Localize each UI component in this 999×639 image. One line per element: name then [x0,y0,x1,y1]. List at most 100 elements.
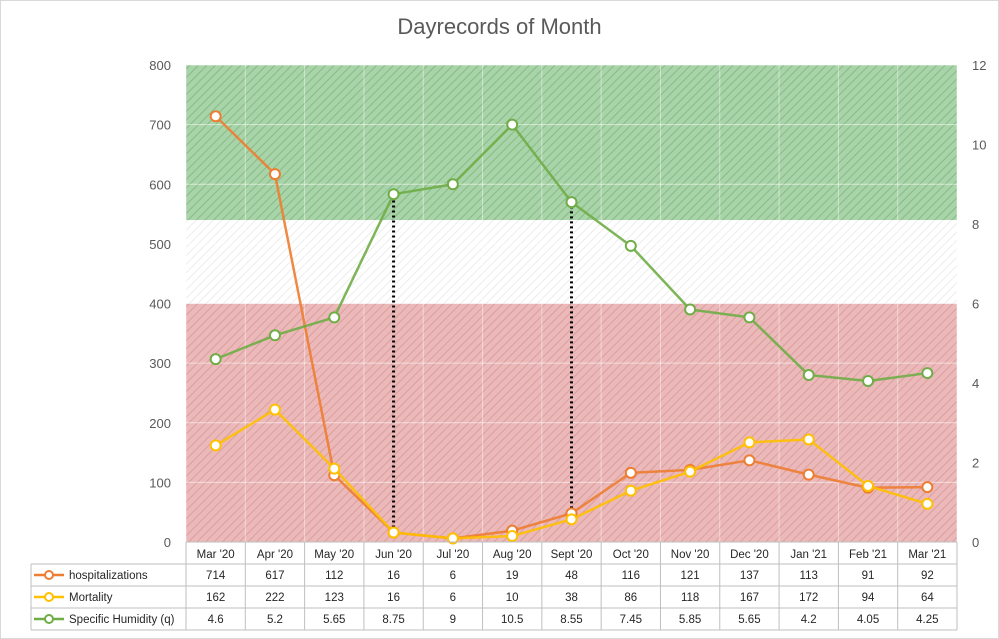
table-cell-1-12: 64 [921,592,934,604]
series-point-2-9 [743,311,756,324]
y-left-tick-label: 700 [149,118,171,133]
y-right-tick-label: 12 [972,58,986,73]
table-cell-2-9: 5.65 [738,614,760,626]
table-cell-1-6: 38 [565,592,578,604]
series-point-2-11 [862,375,875,388]
x-tick-label: Oct '20 [613,549,649,561]
y-axis-left: 0 100 200 300 400 500 600 700 800 [149,58,171,550]
series-point-2-5 [506,118,519,131]
y-left-tick-label: 500 [149,237,171,252]
series-point-2-0 [209,353,222,366]
legend-marker-2 [44,614,54,624]
series-point-2-6 [565,196,578,209]
y-right-tick-label: 0 [972,535,979,550]
series-lines [209,110,934,545]
series-point-1-4 [446,532,459,545]
table-cell-1-2: 123 [325,592,344,604]
x-tick-label: Sept '20 [551,549,593,561]
series-point-1-7 [624,484,637,497]
y-right-tick-label: 2 [972,456,979,471]
table-cell-0-0: 714 [206,570,226,582]
series-point-0-12 [921,481,934,494]
series-point-2-2 [328,311,341,324]
series-point-1-1 [268,403,281,416]
x-tick-label: Jan '21 [790,549,827,561]
table-cell-0-6: 48 [565,570,578,582]
y-left-tick-label: 400 [149,297,171,312]
table-cell-1-9: 167 [740,592,759,604]
series-point-2-3 [387,188,400,201]
table-cell-1-5: 10 [506,592,519,604]
table-cell-1-7: 86 [624,592,637,604]
table-cell-1-11: 94 [862,592,875,604]
table-cell-0-2: 112 [325,570,343,582]
table-cell-0-1: 617 [265,570,284,582]
table-cell-1-10: 172 [799,592,818,604]
y-right-tick-label: 10 [972,138,986,153]
table-cell-2-4: 9 [450,614,456,626]
y-left-tick-label: 300 [149,356,171,371]
series-point-1-11 [862,479,875,492]
series-point-1-10 [802,433,815,446]
table-cell-0-7: 116 [622,570,640,582]
x-tick-label: Dec '20 [730,549,769,561]
series-point-1-5 [506,530,519,543]
table-cell-0-12: 92 [921,570,934,582]
series-point-2-8 [684,303,697,316]
table-cell-1-8: 118 [681,592,699,604]
legend-label-1: Mortality [69,592,113,604]
table-cell-2-12: 4.25 [916,614,938,626]
table-cell-1-0: 162 [206,592,225,604]
series-point-0-0 [209,110,222,123]
table-cell-2-10: 4.2 [801,614,817,626]
table-cell-2-7: 7.45 [620,614,642,626]
series-point-0-7 [624,466,637,479]
series-point-0-9 [743,454,756,467]
series-point-1-8 [684,465,697,478]
series-point-0-10 [802,468,815,481]
series-point-2-7 [624,239,637,252]
y-left-tick-label: 600 [149,177,171,192]
series-point-2-1 [268,329,281,342]
y-left-tick-label: 0 [164,535,171,550]
table-cell-0-9: 137 [740,570,759,582]
x-tick-label: Feb '21 [849,549,887,561]
table-cell-2-6: 8.55 [560,614,582,626]
table-cell-0-5: 19 [506,570,519,582]
legend-marker-0 [44,570,54,580]
series-point-1-12 [921,497,934,510]
x-tick-label: Mar '20 [197,549,235,561]
dotted-markers [392,194,573,533]
table-cell-2-11: 4.05 [857,614,879,626]
table-cell-1-3: 16 [387,592,400,604]
table-cell-2-2: 5.65 [323,614,345,626]
x-tick-label: Jun '20 [375,549,412,561]
table-cell-2-5: 10.5 [501,614,523,626]
series-point-2-4 [446,178,459,191]
series-point-1-3 [387,526,400,539]
y-axis-right: 0 2 4 6 8 10 12 [972,58,986,550]
legend-label-2: Specific Humidity (q) [69,614,175,626]
chart-title: Dayrecords of Month [397,14,602,39]
table-cell-2-8: 5.85 [679,614,701,626]
table-cell-0-10: 113 [800,570,818,582]
y-left-tick-label: 800 [149,58,171,73]
table-cell-2-1: 5.2 [267,614,283,626]
x-tick-label: May '20 [314,549,354,561]
table-cell-0-4: 6 [450,570,456,582]
y-left-tick-label: 100 [149,475,171,490]
legend-marker-1 [44,592,54,602]
x-tick-label: Jul '20 [436,549,469,561]
y-left-tick-label: 200 [149,416,171,431]
x-tick-label: Mar '21 [908,549,946,561]
series-point-1-2 [328,462,341,475]
table-cell-1-1: 222 [265,592,284,604]
y-right-tick-label: 4 [972,376,979,391]
series-point-0-1 [268,168,281,181]
series-point-2-12 [921,367,934,380]
table-cell-0-11: 91 [862,570,875,582]
series-point-1-9 [743,436,756,449]
legend-label-0: hospitalizations [69,570,148,582]
series-point-2-10 [802,369,815,382]
